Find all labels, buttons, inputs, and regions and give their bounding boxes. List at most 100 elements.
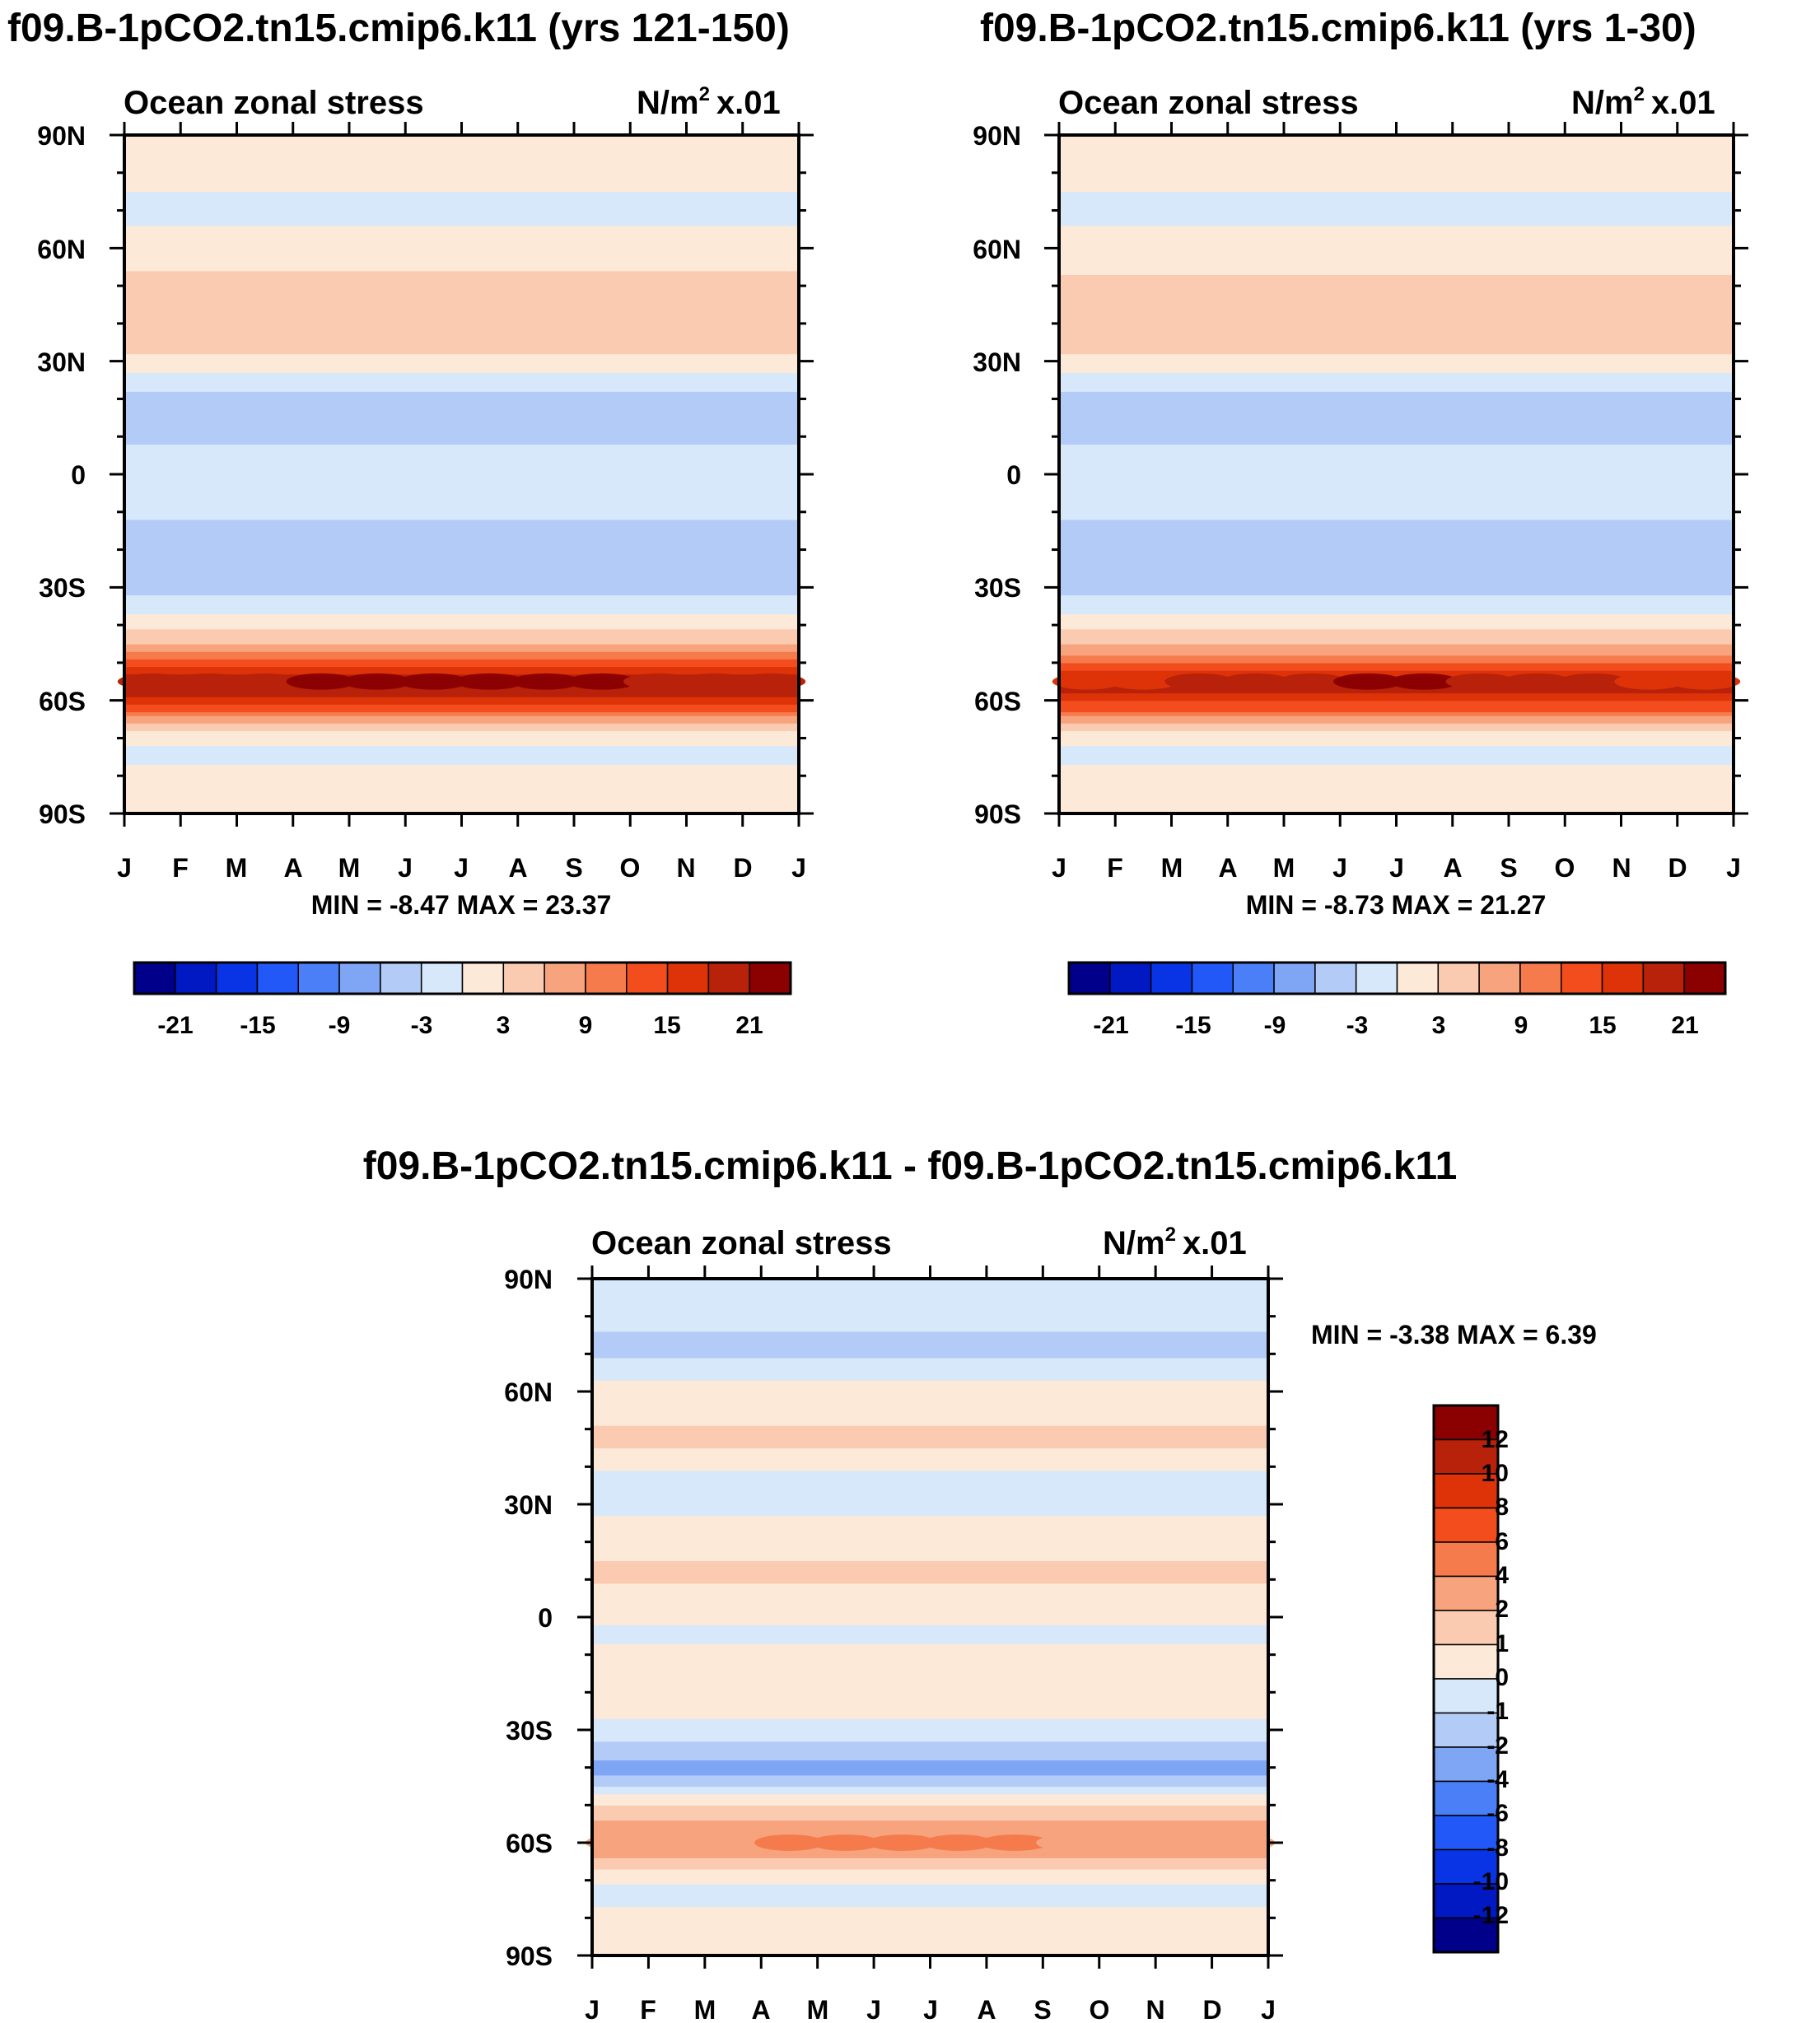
panel-3-core-cell: [698, 1834, 768, 1851]
panel-3-contour-band: [592, 1312, 1268, 1317]
panel-3-colorbar-label: 1: [1495, 1630, 1509, 1657]
panel-2-contour-band: [1059, 455, 1734, 460]
panel-1-contour-band: [124, 795, 799, 799]
panel-3-core-cell: [1205, 1834, 1276, 1851]
panel-3-colorbar-box: [1433, 1917, 1499, 1953]
panel-3-xlabel-jul: J: [923, 1995, 938, 2023]
panel-3-contour-band: [592, 1527, 1268, 1531]
panel-3-colorbar-box: [1433, 1746, 1499, 1783]
panel-3-contour-band: [592, 1831, 1268, 1836]
panel-1-ylabel-90s: 90S: [39, 799, 86, 829]
panel-1-contour-band: [124, 455, 799, 460]
panel-2-core-cell: [1445, 673, 1516, 690]
panel-3-contour-band: [592, 1406, 1268, 1411]
panel-2-contour-band: [1059, 466, 1734, 472]
panel-1-contour-band: [124, 195, 799, 200]
panel-1-colorbar-box: [626, 962, 669, 995]
panel-3-ticks: [577, 1266, 1283, 1969]
panel-3-contour-band: [592, 1718, 1268, 1723]
panel-3-contour-band: [592, 1402, 1268, 1407]
panel-1-contour-band: [124, 719, 799, 724]
panel-2-contour-band: [1059, 244, 1734, 249]
panel-1-xlabel-feb: F: [172, 853, 189, 883]
panel-3-contour-band: [592, 1760, 1268, 1764]
panel-1-contour-band: [124, 726, 799, 731]
panel-1-xlabel-dec: D: [733, 853, 752, 883]
panel-3-colorbar-label: 2: [1495, 1596, 1509, 1623]
panel-2-colorbar-box: [1109, 962, 1152, 995]
panel-1-contour-band: [124, 198, 799, 203]
panel-3-ylabel-90n: 90N: [504, 1265, 553, 1294]
panel-1-contour-band: [124, 150, 799, 155]
panel-1-colorbar-label: -3: [411, 1012, 433, 1039]
panel-3-contour-band: [592, 1339, 1268, 1344]
panel-2: f09.B-1pCO2.tn15.cmip6.k11 (yrs 1-30) Oc…: [973, 7, 1748, 1039]
panel-2-contour-band: [1059, 206, 1734, 212]
panel-2-xlabel-oct: O: [1555, 853, 1575, 883]
panel-2-core-cell: [1108, 673, 1178, 690]
panel-3-contour-band: [592, 1666, 1268, 1671]
panel-3-contour-band: [592, 1410, 1268, 1415]
panel-1-contour-band: [124, 413, 799, 418]
panel-1-contour-band: [124, 179, 799, 185]
panel-1-contour-band: [124, 805, 799, 811]
panel-1-contour-band: [124, 244, 799, 249]
panel-2-contour-band: [1059, 776, 1734, 781]
panel-3-colorbar-label: -4: [1486, 1766, 1509, 1793]
panel-1-ylabel-0: 0: [71, 460, 86, 490]
panel-1-colorbar-label: 21: [735, 1012, 763, 1039]
panel-1-contour-band: [124, 508, 799, 513]
panel-1-contour-band: [124, 406, 799, 411]
panel-1-contour-band: [124, 233, 799, 238]
panel-1-contour-band: [124, 251, 799, 257]
panel-3-contour-band: [592, 1316, 1268, 1321]
panel-1-contour-band: [124, 315, 799, 320]
panel-3-contour-band: [592, 1929, 1268, 1934]
panel-2-contour-band: [1059, 277, 1734, 283]
panel-3-colorbar-label: -1: [1486, 1698, 1509, 1725]
panel-1-units-exponent: 2: [699, 83, 710, 105]
panel-1-contour-band: [124, 319, 799, 324]
panel-1-contour-band: [124, 636, 799, 641]
panel-1-contour-band: [124, 334, 799, 339]
panel-3-contour-band: [592, 1793, 1268, 1798]
panel-2-contour-band: [1059, 327, 1734, 332]
panel-1-colorbar-label: 9: [579, 1012, 593, 1039]
panel-2-contour-band: [1059, 647, 1734, 652]
panel-3-core-cell: [585, 1834, 656, 1851]
panel-1-contour-band: [124, 432, 799, 437]
panel-3-contour-band: [592, 1692, 1268, 1697]
panel-1-contour-band: [124, 802, 799, 807]
panel-1-core-cell: [455, 673, 525, 690]
panel-1-title: f09.B-1pCO2.tn15.cmip6.k11 (yrs 121-150): [7, 7, 790, 50]
panel-2-contour-band: [1059, 745, 1734, 750]
panel-2-contour-band: [1059, 305, 1734, 310]
panel-2-colorbar-box: [1519, 962, 1562, 995]
panel-3-contour-band: [592, 1733, 1268, 1738]
panel-2-contour-band: [1059, 719, 1734, 724]
panel-3-contour-band: [592, 1767, 1268, 1772]
panel-2-contour-band: [1059, 798, 1734, 803]
panel-3-contour-band: [592, 1872, 1268, 1877]
panel-2-contour-band: [1059, 342, 1734, 347]
panel-3-contour-band: [592, 1342, 1268, 1347]
panel-2-contour-band: [1059, 617, 1734, 622]
panel-3-colorbar-label: -2: [1486, 1732, 1509, 1760]
panel-3-contour-band: [592, 1658, 1268, 1663]
panel-1-colorbar-label: -21: [157, 1012, 193, 1039]
panel-3-colorbar-box: [1433, 1815, 1499, 1851]
panel-3-contour-band: [592, 1895, 1268, 1900]
panel-2-contour-band: [1059, 138, 1734, 143]
panel-3-contour-band: [592, 1598, 1268, 1603]
panel-3-colorbar-label: 4: [1495, 1562, 1509, 1589]
panel-3-contour-band: [592, 1545, 1268, 1550]
panel-1-ylabel-90n: 90N: [37, 121, 86, 151]
panel-3-contour-band: [592, 1560, 1268, 1565]
panel-1-contour-band: [124, 542, 799, 547]
panel-1-core-cell: [623, 673, 693, 690]
panel-3-contour-band: [592, 1824, 1268, 1829]
panel-3-contour-band: [592, 1711, 1268, 1716]
panel-3-ylabel-60s: 60S: [506, 1829, 553, 1858]
panel-2-contour-band: [1059, 576, 1734, 580]
panel-2-ylabel-30n: 30N: [973, 347, 1021, 377]
